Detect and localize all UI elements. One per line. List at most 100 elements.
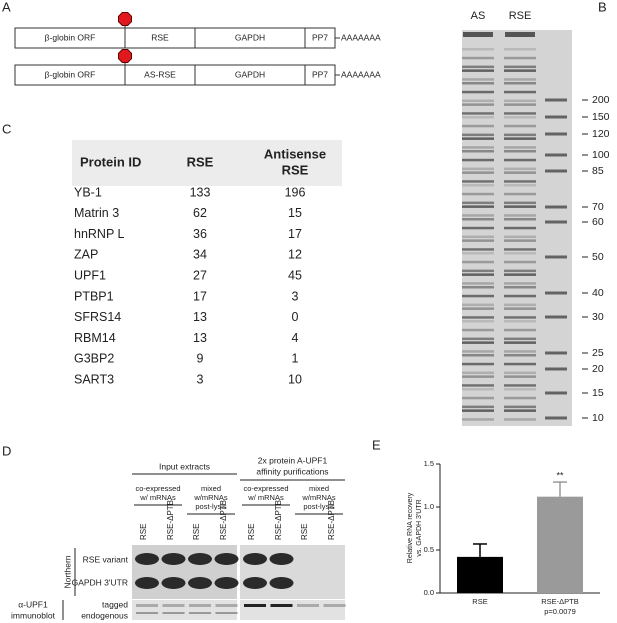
gel-band xyxy=(462,65,494,69)
x-tick-label: RSE-ΔPTB xyxy=(541,597,579,606)
row-label: α-UPF1 xyxy=(18,599,48,609)
table-cell: 15 xyxy=(288,206,302,220)
gel-band xyxy=(504,146,536,149)
marker-band xyxy=(545,351,567,355)
panel-label: B xyxy=(598,0,607,14)
marker-band xyxy=(545,98,567,102)
gel-band xyxy=(504,82,536,85)
segment-label: RSE xyxy=(151,32,169,42)
table-cell: 17 xyxy=(193,289,207,303)
panel-label: D xyxy=(2,443,11,458)
gel-band xyxy=(462,56,494,60)
blot-band xyxy=(162,612,185,614)
condition-label: mixed xyxy=(309,484,329,493)
table-cell: 9 xyxy=(197,352,204,366)
gel-band xyxy=(504,303,536,307)
gel-band xyxy=(504,405,536,409)
gel-band xyxy=(462,99,494,103)
table-cell: SFRS14 xyxy=(74,310,121,324)
marker-band xyxy=(545,291,567,295)
gel-band xyxy=(504,384,536,387)
blot-band xyxy=(214,553,239,565)
lane-label: RSE-ΔPTB xyxy=(274,500,283,540)
row-label: Northern xyxy=(62,555,72,588)
gel-band xyxy=(462,239,494,242)
gel-band xyxy=(462,48,494,51)
blot-band xyxy=(243,553,267,565)
table-cell: 3 xyxy=(292,289,299,303)
gel-band xyxy=(504,69,536,72)
gel-band xyxy=(462,69,494,72)
gel-band xyxy=(462,78,494,81)
gel-band xyxy=(462,137,494,140)
row-label: tagged xyxy=(102,599,128,609)
marker-label: 70 xyxy=(592,201,604,213)
gel-band xyxy=(462,116,494,119)
gel-band xyxy=(462,260,494,264)
p-value: p=0.0079 xyxy=(544,607,576,616)
table-cell: 0 xyxy=(292,310,299,324)
lane-label: RSE-ΔPTB xyxy=(166,500,175,540)
blot-band xyxy=(135,553,159,565)
row-label: GAPDH 3'UTR xyxy=(72,577,128,587)
gel-band xyxy=(462,235,494,239)
marker-label: 200 xyxy=(592,94,610,106)
well xyxy=(505,32,535,37)
gel-band xyxy=(462,409,494,412)
gel-band xyxy=(462,205,494,208)
gel-band xyxy=(504,337,536,341)
blot-band xyxy=(162,604,185,607)
table-header: Protein ID xyxy=(80,154,141,169)
gel-band xyxy=(462,167,494,171)
gel-band xyxy=(504,350,536,353)
table-cell: 1 xyxy=(292,352,299,366)
table-cell: 62 xyxy=(193,206,207,220)
gel-band xyxy=(504,235,536,239)
table-cell: 27 xyxy=(193,268,207,282)
gel-band xyxy=(462,103,494,106)
table-cell: 196 xyxy=(285,185,306,199)
gel-band xyxy=(462,341,494,344)
table-cell: 17 xyxy=(288,227,302,241)
gel-band xyxy=(462,396,494,400)
segment-label: PP7 xyxy=(312,69,328,79)
row-label: RSE variant xyxy=(83,554,129,564)
gel-band xyxy=(504,133,536,137)
gel-band xyxy=(462,282,494,285)
table-cell: 13 xyxy=(193,331,207,345)
table-cell: PTBP1 xyxy=(74,289,114,303)
gel-band xyxy=(462,320,494,323)
segment-label: GAPDH xyxy=(235,69,265,79)
gel-band xyxy=(504,418,536,421)
gel-band xyxy=(504,90,536,94)
gel-band xyxy=(504,248,536,251)
marker-label: 60 xyxy=(592,216,604,228)
marker-band xyxy=(545,220,567,224)
lane-label: AS xyxy=(471,10,486,22)
gel-band xyxy=(462,82,494,85)
blot-band xyxy=(161,577,186,589)
blot-band xyxy=(161,553,186,565)
immunoblot xyxy=(132,600,237,620)
marker-band xyxy=(545,153,567,157)
blot-band xyxy=(189,612,211,614)
blot-band xyxy=(136,604,158,607)
gel-band xyxy=(462,248,494,251)
marker-label: 150 xyxy=(592,111,610,123)
bar xyxy=(537,496,583,593)
gel-band xyxy=(504,294,536,298)
gel-band xyxy=(504,78,536,81)
gel-band xyxy=(462,180,494,183)
blot-band xyxy=(215,612,238,614)
gel-band xyxy=(462,146,494,149)
gel-band xyxy=(504,103,536,106)
panel-label: A xyxy=(2,0,11,14)
gel-band xyxy=(462,405,494,409)
marker-label: 85 xyxy=(592,165,604,177)
panel-label: C xyxy=(2,121,11,136)
condition-label: w/mRNAs xyxy=(301,493,336,502)
gel-band xyxy=(462,375,494,378)
table-cell: YB-1 xyxy=(74,185,102,199)
table-cell: 45 xyxy=(288,268,302,282)
gel-band xyxy=(504,48,536,51)
